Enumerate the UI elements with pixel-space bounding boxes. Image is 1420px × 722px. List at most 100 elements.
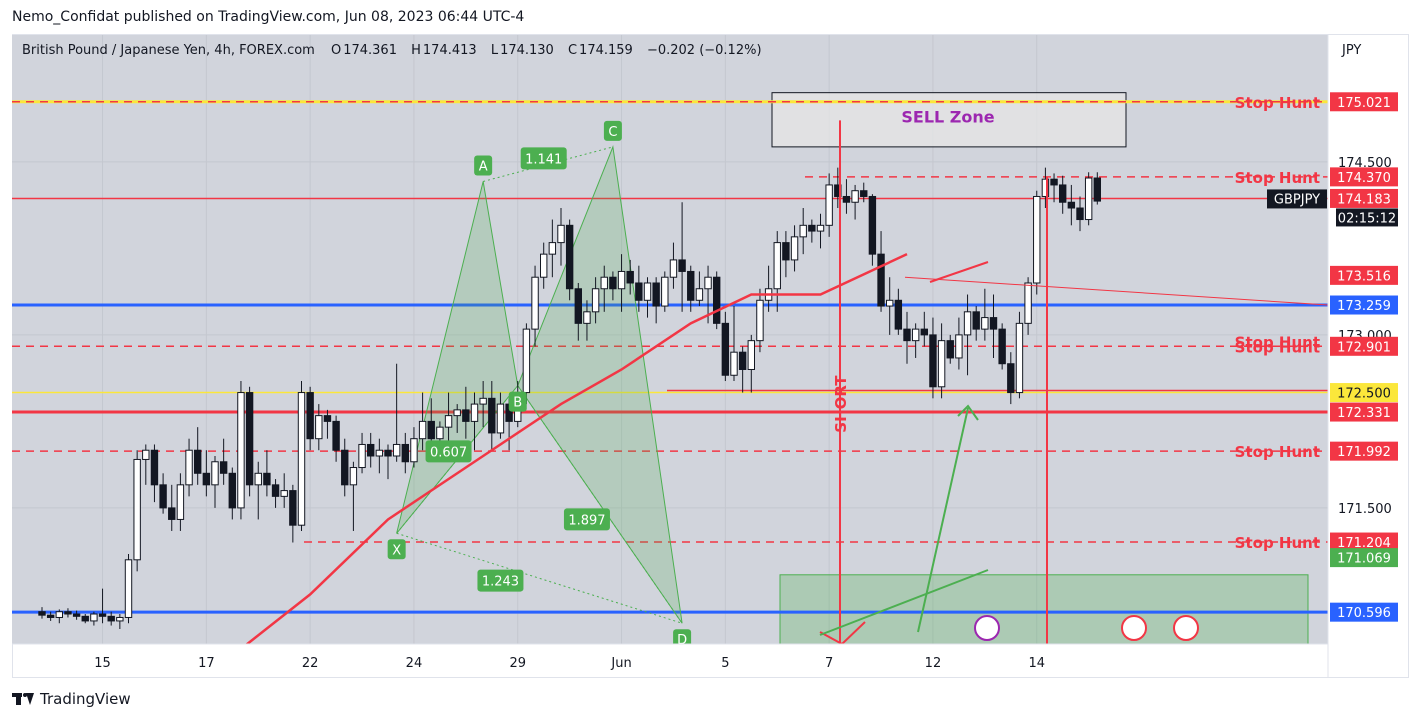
candle-body [64,611,72,615]
pattern-point-label: X [392,543,401,558]
countdown-label: 02:15:12 [1338,211,1396,226]
low-label: L [490,43,499,58]
candle-body [816,224,825,232]
candle-body [323,415,332,422]
x-tick-label: 5 [721,656,729,671]
candle-body [635,282,643,301]
candle-body [955,334,963,359]
candle-body [851,190,859,203]
candle-body [142,449,150,460]
level-label: Stop Hunt [1235,333,1320,351]
x-tick-label: 12 [925,656,942,671]
candle-body [920,328,928,336]
trend-line [904,276,1328,306]
price-tag-label: 170.596 [1337,606,1391,621]
price-tag [1330,188,1398,208]
level-label: Stop Hunt [1235,94,1320,112]
candle-body [713,276,721,324]
candle-body [185,449,193,486]
candle-body [436,426,444,440]
candle-body [453,409,461,417]
price-tag-label: 172.331 [1337,406,1391,421]
candle-body [937,340,946,388]
candle-body [72,613,81,617]
candle-body [55,611,63,618]
short-arrow-line [841,621,866,644]
x-tick-label: 29 [509,656,526,671]
candle-body [756,299,764,342]
candle-body [557,224,565,244]
x-tick-label: Jun [610,656,631,671]
price-tag-label: 171.992 [1337,445,1391,460]
price-tag-label: 171.204 [1337,536,1391,551]
countdown-tag [1336,208,1398,227]
candle-body [1050,178,1058,186]
price-tag-label: 172.901 [1337,340,1391,355]
candle-body [124,559,133,618]
candle-body [1033,195,1041,284]
low-value: 174.130 [500,43,554,58]
high-value: 174.413 [422,43,477,58]
pattern-ratio-label: 0.607 [430,445,467,460]
candle-body [842,195,851,203]
candle-body [773,242,781,290]
candle-body [687,270,695,301]
price-tag-label: 175.021 [1337,96,1391,111]
level-label: Stop Hunt [1235,443,1320,461]
candle-body [911,328,920,342]
short-label: SHORT [832,375,850,433]
candle-body [695,288,704,301]
candle-body [721,322,730,376]
candle-body [704,276,712,290]
candle-body [963,311,972,336]
candle-body [669,259,678,278]
pattern-point-label: B [513,396,522,411]
footer-brand[interactable]: TradingView [12,690,131,708]
candle-body [271,484,280,497]
pattern-ratio-line [483,146,614,182]
candle-body [306,392,314,440]
price-tag [1330,167,1398,187]
pattern-ratio-badge [477,569,524,592]
candle-body [565,224,574,290]
price-tag-label: 172.500 [1337,387,1391,402]
candle-body [263,472,271,486]
candle-body [427,420,435,440]
candle-body [652,282,660,307]
candle-body [522,328,531,394]
candle-body [38,611,46,616]
candle-body [626,270,634,284]
candle-body [176,484,185,520]
price-tag [1330,402,1398,422]
candle-body [886,299,894,307]
price-tag [1330,548,1398,568]
candle-body [574,288,582,324]
candle-body [488,397,496,434]
candle-body [401,443,410,463]
candle-body [894,299,903,330]
price-tag [1330,295,1398,315]
price-tag [1330,336,1398,356]
candle-body [46,614,55,618]
candle-body [116,616,124,622]
candle-body [341,449,349,486]
candle-body [998,328,1006,365]
pattern-point-badge [508,391,527,412]
x-tick-label: 22 [302,656,319,671]
candle-body [903,328,911,342]
candle-body [107,615,115,622]
candle-body [384,449,392,457]
candle-body [1015,322,1024,394]
candle-body [418,420,427,440]
symbol-name: British Pound / Japanese Yen, 4h, FOREX.… [22,43,315,58]
candle-body [470,403,479,422]
candle-body [799,224,807,238]
pattern-point-label: D [677,633,687,648]
candle-body [782,242,790,261]
candle-body [332,420,340,451]
pattern-point-badge [387,539,406,560]
candle-body [825,184,833,226]
candle-body [280,490,288,497]
x-tick-label: 24 [406,656,423,671]
